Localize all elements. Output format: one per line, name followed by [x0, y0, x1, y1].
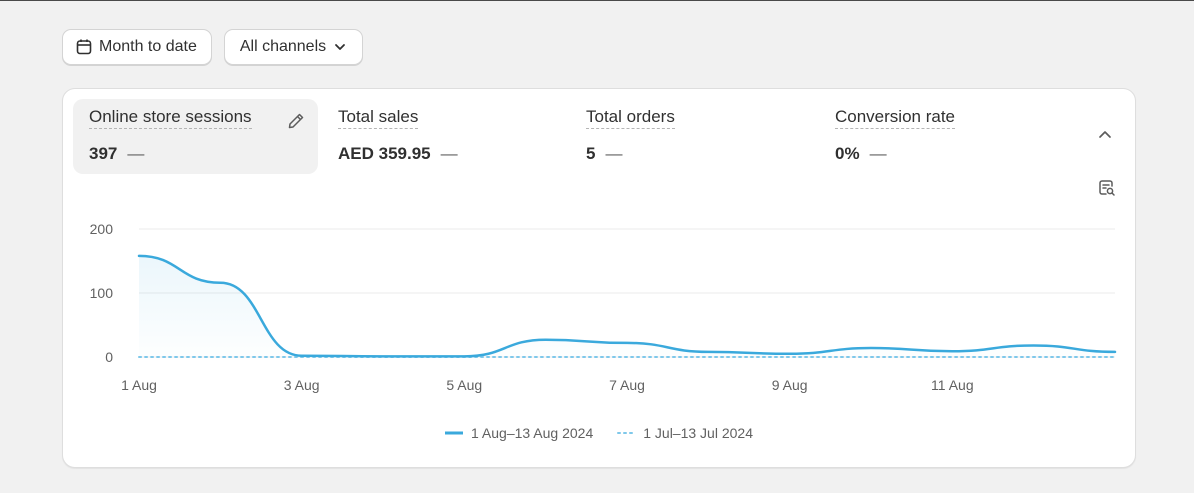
data-point[interactable]	[377, 350, 389, 362]
metric-online-store-sessions[interactable]: Online store sessions 397 —	[73, 99, 318, 174]
metric-total-orders[interactable]: Total orders 5 —	[570, 99, 815, 174]
calendar-icon	[75, 38, 93, 56]
data-point[interactable]	[1028, 339, 1040, 351]
report-search-icon[interactable]	[1097, 178, 1117, 203]
metric-value-row: 397 —	[89, 144, 302, 164]
x-tick-label: 7 Aug	[609, 377, 645, 393]
metric-value-row: 5 —	[586, 144, 799, 164]
metric-label[interactable]: Online store sessions	[89, 107, 252, 129]
legend-item-current[interactable]: 1 Aug–13 Aug 2024	[445, 425, 593, 441]
analytics-card: Online store sessions 397 — Total sales …	[62, 88, 1136, 468]
chart-legend: 1 Aug–13 Aug 2024 1 Jul–13 Jul 2024	[63, 425, 1135, 441]
sessions-line-chart: 200 100 0 1 Aug 3 Aug 5 Aug 7 Aug 9 Aug 11 Aug	[90, 221, 1121, 393]
channel-select[interactable]: All channels	[223, 29, 364, 65]
legend-label: 1 Jul–13 Jul 2024	[643, 425, 753, 441]
date-range-label: Month to date	[99, 38, 197, 55]
data-point[interactable]	[946, 345, 958, 357]
data-point[interactable]	[784, 348, 796, 360]
pencil-icon[interactable]	[286, 111, 306, 136]
legend-solid-swatch	[445, 431, 463, 435]
x-tick-label: 11 Aug	[931, 377, 974, 393]
data-point[interactable]	[458, 350, 470, 362]
y-tick-label: 200	[90, 221, 114, 237]
legend-dotted-swatch	[617, 432, 636, 434]
data-point[interactable]	[621, 337, 633, 349]
metric-value-row: AED 359.95 —	[338, 144, 551, 164]
chevron-up-icon[interactable]	[1097, 127, 1113, 148]
date-range-button[interactable]: Month to date	[62, 29, 212, 65]
data-point[interactable]	[296, 350, 308, 362]
metric-change: —	[869, 144, 887, 163]
y-tick-label: 0	[105, 349, 113, 365]
y-tick-label: 100	[90, 285, 114, 301]
x-tick-label: 5 Aug	[446, 377, 482, 393]
metric-change: —	[440, 144, 458, 163]
metric-value: 397	[89, 144, 118, 163]
data-point[interactable]	[1109, 346, 1121, 358]
metric-label[interactable]: Total sales	[338, 107, 419, 129]
data-point[interactable]	[214, 277, 226, 289]
data-point[interactable]	[865, 342, 877, 354]
metric-label[interactable]: Conversion rate	[835, 107, 956, 129]
metric-value-row: 0% —	[835, 144, 1048, 164]
data-point[interactable]	[133, 250, 145, 262]
x-tick-label: 9 Aug	[772, 377, 808, 393]
metric-value: AED 359.95	[338, 144, 431, 163]
legend-item-comparison[interactable]: 1 Jul–13 Jul 2024	[617, 425, 753, 441]
metric-total-sales[interactable]: Total sales AED 359.95 —	[322, 99, 567, 174]
x-tick-label: 1 Aug	[121, 377, 157, 393]
legend-label: 1 Aug–13 Aug 2024	[471, 425, 594, 441]
metric-label[interactable]: Total orders	[586, 107, 675, 129]
metric-value: 0%	[835, 144, 860, 163]
x-tick-label: 3 Aug	[284, 377, 320, 393]
filter-toolbar: Month to date All channels	[62, 29, 364, 65]
current-series-line[interactable]	[137, 254, 1117, 358]
metric-conversion-rate[interactable]: Conversion rate 0% —	[819, 99, 1064, 174]
data-point[interactable]	[702, 346, 714, 358]
chevron-down-icon	[332, 39, 348, 55]
data-point[interactable]	[540, 334, 552, 346]
metric-change: —	[127, 144, 145, 163]
metric-value: 5	[586, 144, 596, 163]
channel-label: All channels	[239, 38, 327, 55]
metric-change: —	[605, 144, 623, 163]
